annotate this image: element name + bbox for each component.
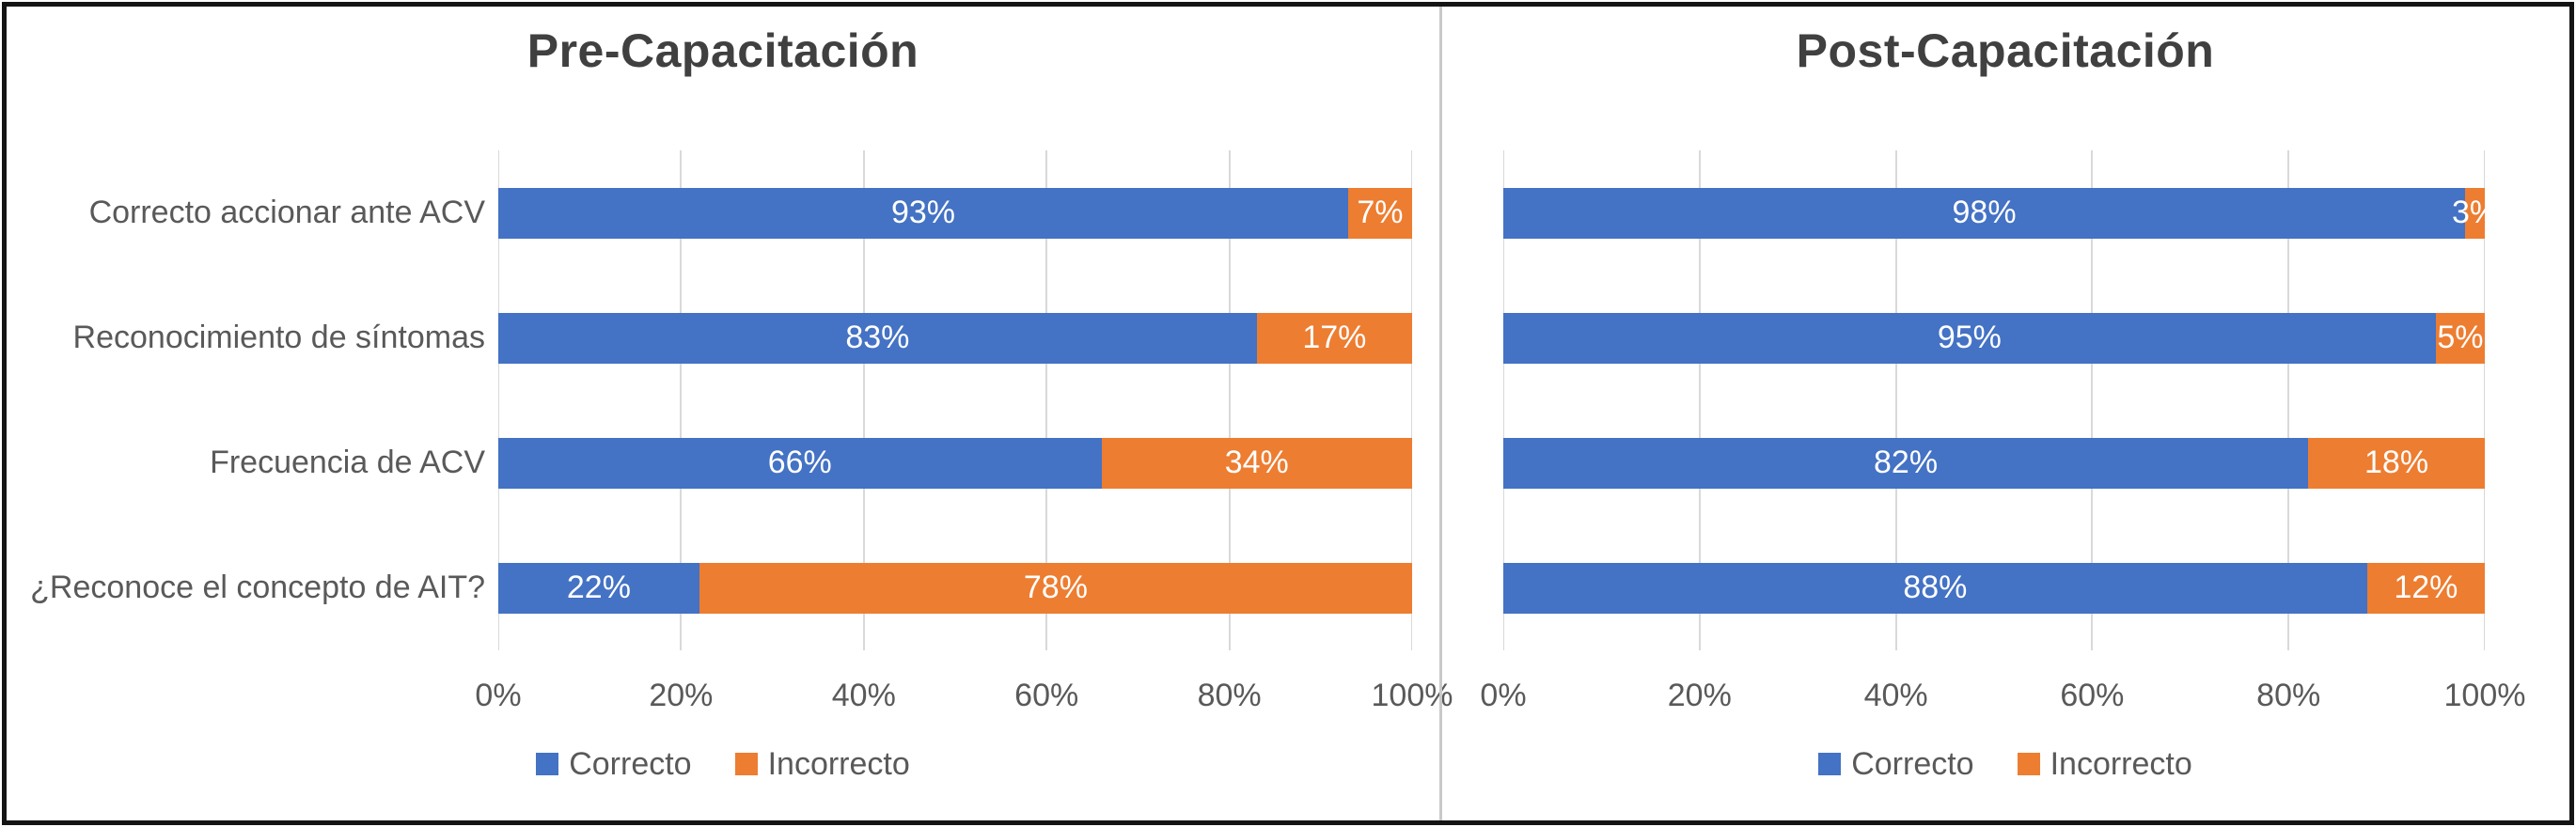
legend-post: Correcto Incorrecto — [1442, 743, 2568, 785]
data-label: 5% — [2437, 320, 2484, 355]
bar-segment-incorrecto: 12% — [2366, 562, 2485, 614]
bar-segment-incorrecto: 78% — [699, 562, 1412, 614]
legend-swatch-incorrecto — [734, 753, 758, 775]
bar-segment-correcto: 98% — [1503, 187, 2466, 239]
bar-row: 66% 34% — [498, 437, 1412, 489]
legend-swatch-correcto — [536, 753, 559, 775]
category-label: Correcto accionar ante ACV — [88, 195, 485, 230]
panel-divider — [1439, 7, 1442, 820]
x-tick-label: 40% — [831, 678, 896, 713]
bar-row: 95% 5% — [1503, 312, 2485, 364]
legend-label: Correcto — [569, 745, 692, 782]
x-tick-label: 0% — [475, 678, 522, 713]
category-labels-pre: Correcto accionar ante ACV Reconocimiento… — [25, 150, 485, 650]
legend-item: Incorrecto — [2017, 745, 2192, 783]
x-tick-label: 40% — [1863, 678, 1928, 713]
gridline — [1894, 150, 1897, 650]
legend-swatch-incorrecto — [2017, 753, 2040, 775]
legend-item: Incorrecto — [734, 745, 910, 783]
bar-segment-correcto: 95% — [1503, 312, 2436, 364]
bar-segment-incorrecto: 5% — [2435, 312, 2485, 364]
legend-item: Correcto — [1818, 745, 1974, 783]
bar-segment-incorrecto: 17% — [1256, 312, 1412, 364]
data-label: 22% — [566, 570, 631, 605]
x-tick-label: 60% — [1014, 678, 1079, 713]
legend-swatch-correcto — [1818, 753, 1842, 775]
x-tick-label: 20% — [1667, 678, 1732, 713]
chart-panel-post: Post-Capacitación 98% 3% 95% 5% 82% 18% 88% 12%… — [1442, 7, 2568, 820]
bar-segment-correcto: 83% — [498, 312, 1257, 364]
gridline — [2287, 150, 2290, 650]
gridline — [498, 150, 499, 650]
x-axis-pre: 0% 20% 40% 60% 80% 100% — [475, 677, 1453, 714]
x-tick-label: 60% — [2060, 678, 2125, 713]
category-label: Reconocimiento de síntomas — [72, 320, 485, 355]
gridline — [2484, 150, 2485, 650]
bar-row: 83% 17% — [498, 312, 1412, 364]
x-tick-label: 100% — [2443, 678, 2526, 713]
bar-segment-incorrecto: 34% — [1101, 437, 1412, 489]
gridline — [1698, 150, 1701, 650]
gridline — [1411, 150, 1412, 650]
data-label: 93% — [890, 195, 955, 230]
x-tick-label: 80% — [2256, 678, 2321, 713]
x-tick-label: 100% — [1371, 678, 1453, 713]
legend-item: Correcto — [536, 745, 692, 783]
gridline — [1228, 150, 1231, 650]
data-label: 78% — [1023, 570, 1088, 605]
gridline — [2091, 150, 2094, 650]
legend-label: Incorrecto — [2050, 745, 2192, 782]
plot-area-post: 98% 3% 95% 5% 82% 18% 88% 12% — [1503, 150, 2485, 650]
bar-row: 93% 7% — [498, 187, 1412, 239]
chart-panel-pre: Pre-Capacitación Correcto accionar ante … — [7, 7, 1453, 820]
bar-segment-incorrecto: 7% — [1347, 187, 1412, 239]
data-label: 98% — [1952, 195, 2017, 230]
gridline — [1503, 150, 1504, 650]
x-tick-label: 80% — [1197, 678, 1262, 713]
x-axis-post: 0% 20% 40% 60% 80% 100% — [1480, 677, 2525, 714]
bar-segment-correcto: 22% — [498, 562, 699, 614]
data-label: 17% — [1302, 320, 1367, 355]
data-label: 34% — [1224, 445, 1289, 480]
data-label: 88% — [1903, 570, 1968, 605]
data-label: 66% — [767, 445, 832, 480]
bar-row: 22% 78% — [498, 562, 1412, 614]
bar-segment-incorrecto: 18% — [2308, 437, 2485, 489]
gridline — [1045, 150, 1048, 650]
chart-title-post: Post-Capacitación — [1796, 24, 2215, 77]
bar-row: 88% 12% — [1503, 562, 2485, 614]
data-label: 7% — [1357, 195, 1404, 230]
chart-title-pre: Pre-Capacitación — [526, 24, 919, 77]
gridline — [862, 150, 865, 650]
data-label: 95% — [1937, 320, 2002, 355]
data-label: 83% — [845, 320, 910, 355]
data-label: 3% — [2451, 195, 2485, 230]
bar-segment-incorrecto: 3% — [2452, 187, 2485, 239]
x-tick-label: 20% — [649, 678, 714, 713]
category-label: Frecuencia de ACV — [210, 445, 485, 480]
data-label: 18% — [2364, 445, 2429, 480]
bar-row: 82% 18% — [1503, 437, 2485, 489]
x-tick-label: 0% — [1480, 678, 1527, 713]
legend-pre: Correcto Incorrecto — [7, 743, 1439, 785]
legend-label: Incorrecto — [767, 745, 910, 782]
data-label: 82% — [1874, 445, 1939, 480]
plot-area-pre: 93% 7% 83% 17% 66% 34% 22% 78% — [498, 150, 1412, 650]
category-label: ¿Reconoce el concepto de AIT? — [30, 570, 485, 605]
gridline — [680, 150, 683, 650]
data-label: 12% — [2394, 570, 2458, 605]
bar-row: 98% 3% — [1503, 187, 2485, 239]
bar-segment-correcto: 66% — [498, 437, 1102, 489]
bar-segment-correcto: 93% — [498, 187, 1348, 239]
bar-segment-correcto: 82% — [1503, 437, 2309, 489]
legend-label: Correcto — [1851, 745, 1974, 782]
bar-segment-correcto: 88% — [1503, 562, 2367, 614]
